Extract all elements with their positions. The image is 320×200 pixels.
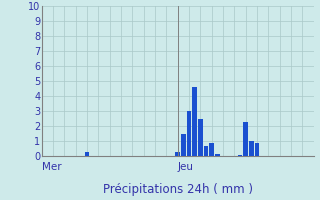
Bar <box>249 141 253 156</box>
Bar <box>204 146 208 156</box>
Bar <box>192 87 197 156</box>
Bar <box>175 152 180 156</box>
Bar <box>187 111 191 156</box>
Text: Jeu: Jeu <box>178 162 194 172</box>
Bar <box>238 154 242 156</box>
Bar <box>243 121 248 156</box>
Text: Mer: Mer <box>42 162 61 172</box>
Bar <box>209 142 214 156</box>
Bar <box>215 154 220 156</box>
Bar <box>181 134 186 156</box>
Bar <box>85 152 89 156</box>
Text: Précipitations 24h ( mm ): Précipitations 24h ( mm ) <box>103 183 252 196</box>
Bar <box>255 143 259 156</box>
Bar <box>198 118 203 156</box>
